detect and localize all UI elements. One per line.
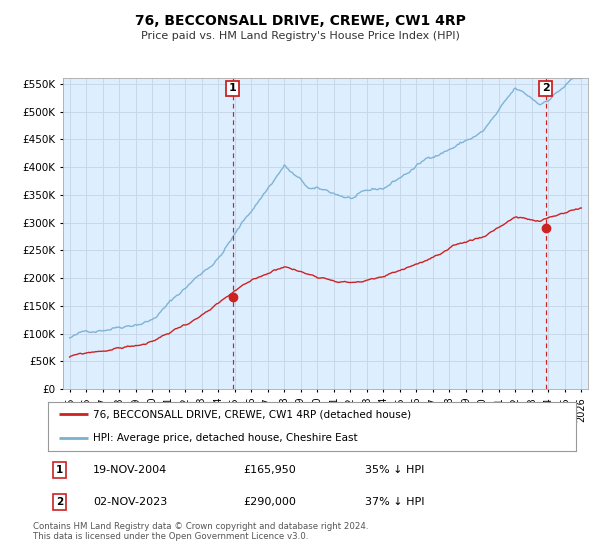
Text: Price paid vs. HM Land Registry's House Price Index (HPI): Price paid vs. HM Land Registry's House …	[140, 31, 460, 41]
Text: 35% ↓ HPI: 35% ↓ HPI	[365, 465, 424, 475]
Text: 2: 2	[542, 83, 550, 93]
Text: HPI: Average price, detached house, Cheshire East: HPI: Average price, detached house, Ches…	[93, 433, 358, 443]
Text: 37% ↓ HPI: 37% ↓ HPI	[365, 497, 424, 507]
Text: 76, BECCONSALL DRIVE, CREWE, CW1 4RP (detached house): 76, BECCONSALL DRIVE, CREWE, CW1 4RP (de…	[93, 409, 411, 419]
Text: £290,000: £290,000	[244, 497, 296, 507]
Text: 19-NOV-2004: 19-NOV-2004	[93, 465, 167, 475]
Text: 76, BECCONSALL DRIVE, CREWE, CW1 4RP: 76, BECCONSALL DRIVE, CREWE, CW1 4RP	[134, 14, 466, 28]
Text: Contains HM Land Registry data © Crown copyright and database right 2024.
This d: Contains HM Land Registry data © Crown c…	[33, 522, 368, 542]
Text: 1: 1	[56, 465, 63, 475]
Text: 02-NOV-2023: 02-NOV-2023	[93, 497, 167, 507]
Text: 1: 1	[229, 83, 236, 93]
Text: 2: 2	[56, 497, 63, 507]
Text: £165,950: £165,950	[244, 465, 296, 475]
